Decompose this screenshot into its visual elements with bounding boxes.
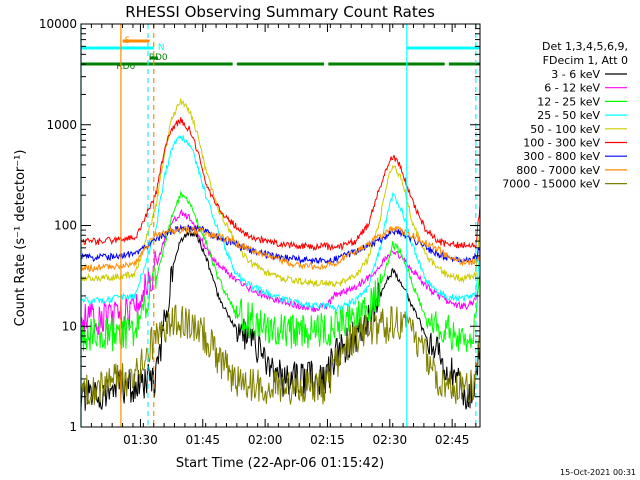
x-axis-label: Start Time (22-Apr-06 01:15:42): [176, 456, 384, 471]
flag-label-rd6: RD6: [116, 62, 135, 72]
x-tick-label-02-15: 02:15: [310, 433, 345, 447]
y-tick-label-10000: 10000: [39, 17, 77, 31]
legend-label-6-12-kev: 6 - 12 keV: [544, 82, 600, 95]
y-tick-label-1000: 1000: [46, 118, 77, 132]
flag-label-rd0: RD0: [149, 53, 168, 63]
legend-label-800-7000-kev: 800 - 7000 keV: [516, 164, 600, 177]
y-axis-label: Count Rate (s⁻¹ detector⁻¹): [13, 150, 28, 327]
legend-label-7000-15000-kev: 7000 - 15000 keV: [502, 178, 600, 191]
x-tick-label-02-00: 02:00: [248, 433, 283, 447]
flag-label-s: S: [125, 36, 131, 46]
y-tick-label-100: 100: [54, 219, 77, 233]
legend-header-0: Det 1,3,4,5,6,9,: [542, 40, 628, 53]
y-axis: 1 10 100 1000 10000: [39, 17, 480, 434]
series-lines: [80, 98, 481, 411]
legend: Det 1,3,4,5,6,9,FDecim 1, Att 03 - 6 keV…: [502, 40, 628, 191]
series-line-12-25-kev: [80, 190, 481, 353]
series-line-25-50-kev: [80, 134, 481, 312]
timestamp: 15-Oct-2021 00:31: [560, 468, 636, 477]
flag-label-n: N: [158, 43, 165, 53]
legend-label-3-6-kev: 3 - 6 keV: [551, 68, 600, 81]
y-tick-label-10: 10: [62, 319, 77, 333]
chart-title: RHESSI Observing Summary Count Rates: [125, 3, 435, 21]
x-axis: 01:30 01:45 02:00 02:15 02:30 02:45: [80, 24, 477, 447]
series-line-100-300-kev: [80, 117, 481, 252]
x-tick-label-02-45: 02:45: [435, 433, 470, 447]
legend-header-1: FDecim 1, Att 0: [543, 54, 628, 67]
series-line-800-7000-kev: [80, 225, 481, 272]
legend-label-300-800-kev: 300 - 800 keV: [523, 150, 600, 163]
legend-label-100-300-kev: 100 - 300 keV: [523, 137, 600, 150]
y-tick-label-1: 1: [69, 420, 77, 434]
x-tick-label-02-30: 02:30: [373, 433, 408, 447]
x-tick-label-01-45: 01:45: [185, 433, 220, 447]
legend-label-50-100-kev: 50 - 100 keV: [530, 123, 600, 136]
legend-label-12-25-kev: 12 - 25 keV: [537, 95, 600, 108]
legend-label-25-50-kev: 25 - 50 keV: [537, 109, 600, 122]
x-tick-label-01-30: 01:30: [123, 433, 158, 447]
